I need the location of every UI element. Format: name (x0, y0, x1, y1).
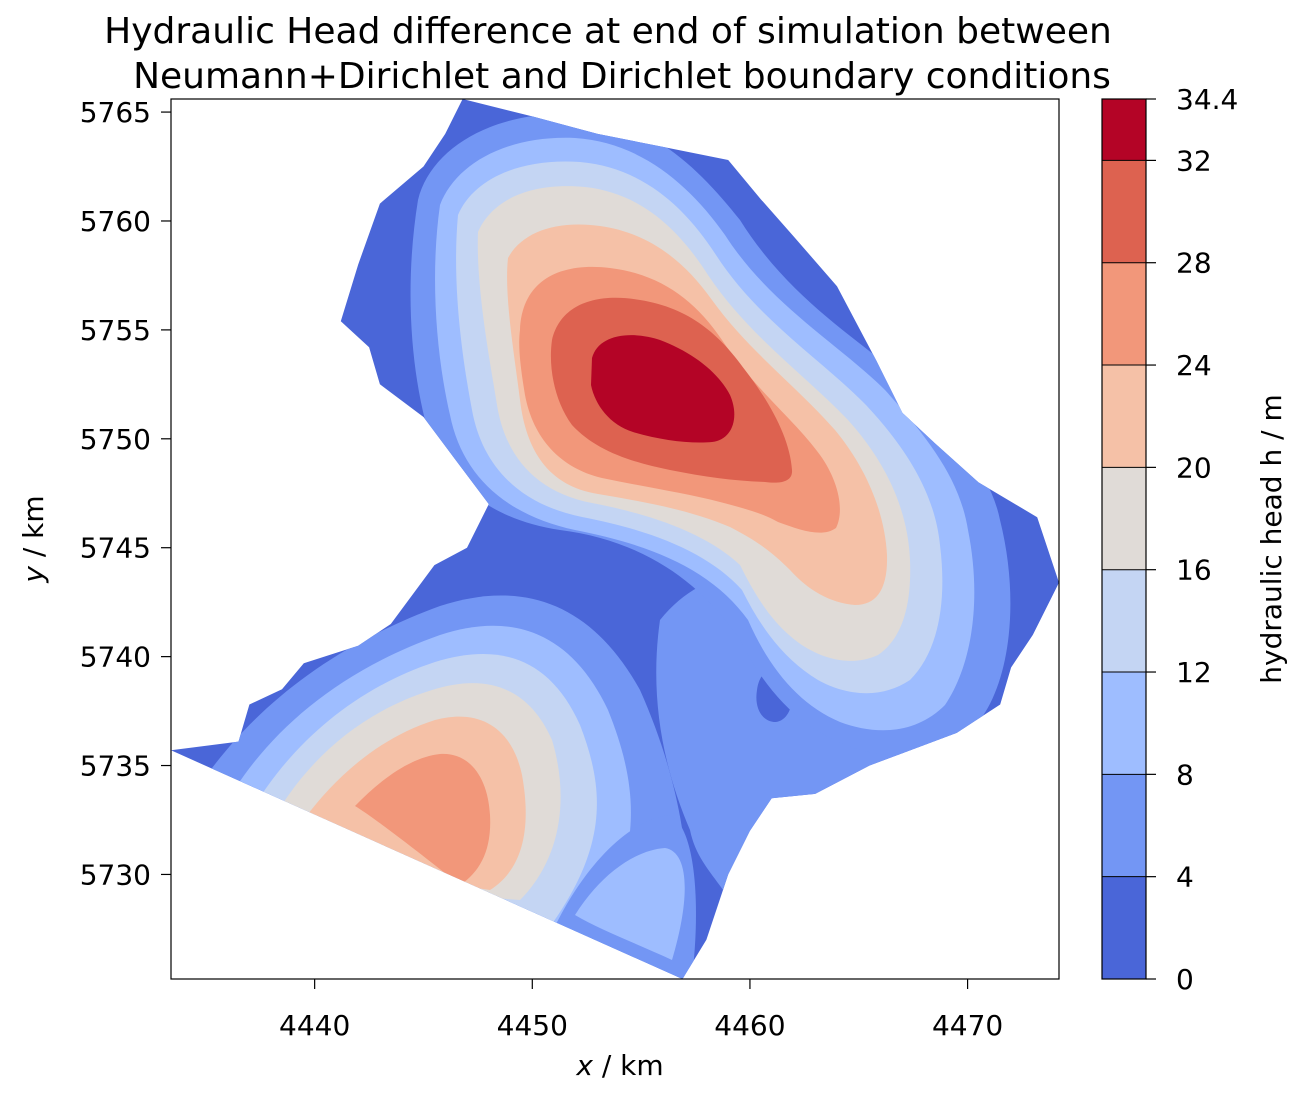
contour-band-32-34.4-main (591, 335, 735, 443)
chart-title-line-1: Hydraulic Head difference at end of simu… (104, 11, 1112, 52)
x-axis: 4440 4450 4460 4470 (279, 979, 1003, 1042)
colorbar-tick-label: 24 (1176, 349, 1212, 382)
colorbar-frame (1101, 98, 1147, 980)
x-axis-label-var: x (575, 1049, 593, 1082)
colorbar-segment (1102, 99, 1146, 161)
plot-frame (170, 98, 1060, 980)
x-axis-label-unit: / km (593, 1049, 664, 1082)
colorbar-tick-label: 4 (1176, 861, 1194, 894)
plot-area (171, 99, 1059, 979)
colorbar-segment (1102, 672, 1146, 775)
y-tick-label: 5755 (80, 314, 151, 347)
contour-band-24-28-southwest (355, 753, 491, 885)
x-tick-label: 4460 (714, 1009, 785, 1042)
colorbar-segment (1102, 262, 1146, 366)
colorbar: 0 4 8 12 16 20 24 28 32 34.4 (1101, 83, 1238, 996)
y-axis: 5730 5735 5740 5745 5750 5755 5760 5765 (80, 96, 171, 891)
colorbar-segment (1102, 160, 1146, 263)
y-axis-label-var: y (17, 566, 50, 584)
colorbar-tick-label: 0 (1176, 963, 1194, 996)
x-axis-label: x / km (575, 1049, 663, 1082)
colorbar-tick-label: 28 (1176, 247, 1212, 280)
y-tick-label: 5765 (80, 96, 151, 129)
y-tick-label: 5740 (80, 641, 151, 674)
colorbar-segment (1102, 569, 1146, 673)
colorbar-segment (1102, 467, 1146, 570)
colorbar-segment (1102, 365, 1146, 468)
colorbar-label: hydraulic head h / m (1255, 394, 1288, 683)
colorbar-tick-label: 20 (1176, 451, 1212, 484)
colorbar-tick-label: 34.4 (1176, 83, 1238, 116)
colorbar-tick-label: 8 (1176, 758, 1194, 791)
y-axis-label: y / km (17, 495, 50, 583)
y-axis-label-unit: / km (17, 495, 50, 566)
model-domain (171, 99, 1059, 979)
colorbar-tick-label: 12 (1176, 656, 1212, 689)
x-tick-label: 4450 (497, 1009, 568, 1042)
colorbar-tick-label: 16 (1176, 554, 1212, 587)
colorbar-segment (1102, 876, 1146, 979)
x-tick-label: 4470 (932, 1009, 1003, 1042)
chart-title-line-2: Neumann+Dirichlet and Dirichlet boundary… (133, 56, 1111, 97)
y-tick-label: 5730 (80, 858, 151, 891)
x-tick-label: 4440 (279, 1009, 350, 1042)
y-tick-label: 5750 (80, 423, 151, 456)
contour-band-8-12-south (575, 848, 685, 960)
y-tick-label: 5735 (80, 750, 151, 783)
colorbar-tick-label: 32 (1176, 144, 1212, 177)
y-tick-label: 5760 (80, 205, 151, 238)
colorbar-segment (1102, 774, 1146, 877)
y-tick-label: 5745 (80, 532, 151, 565)
